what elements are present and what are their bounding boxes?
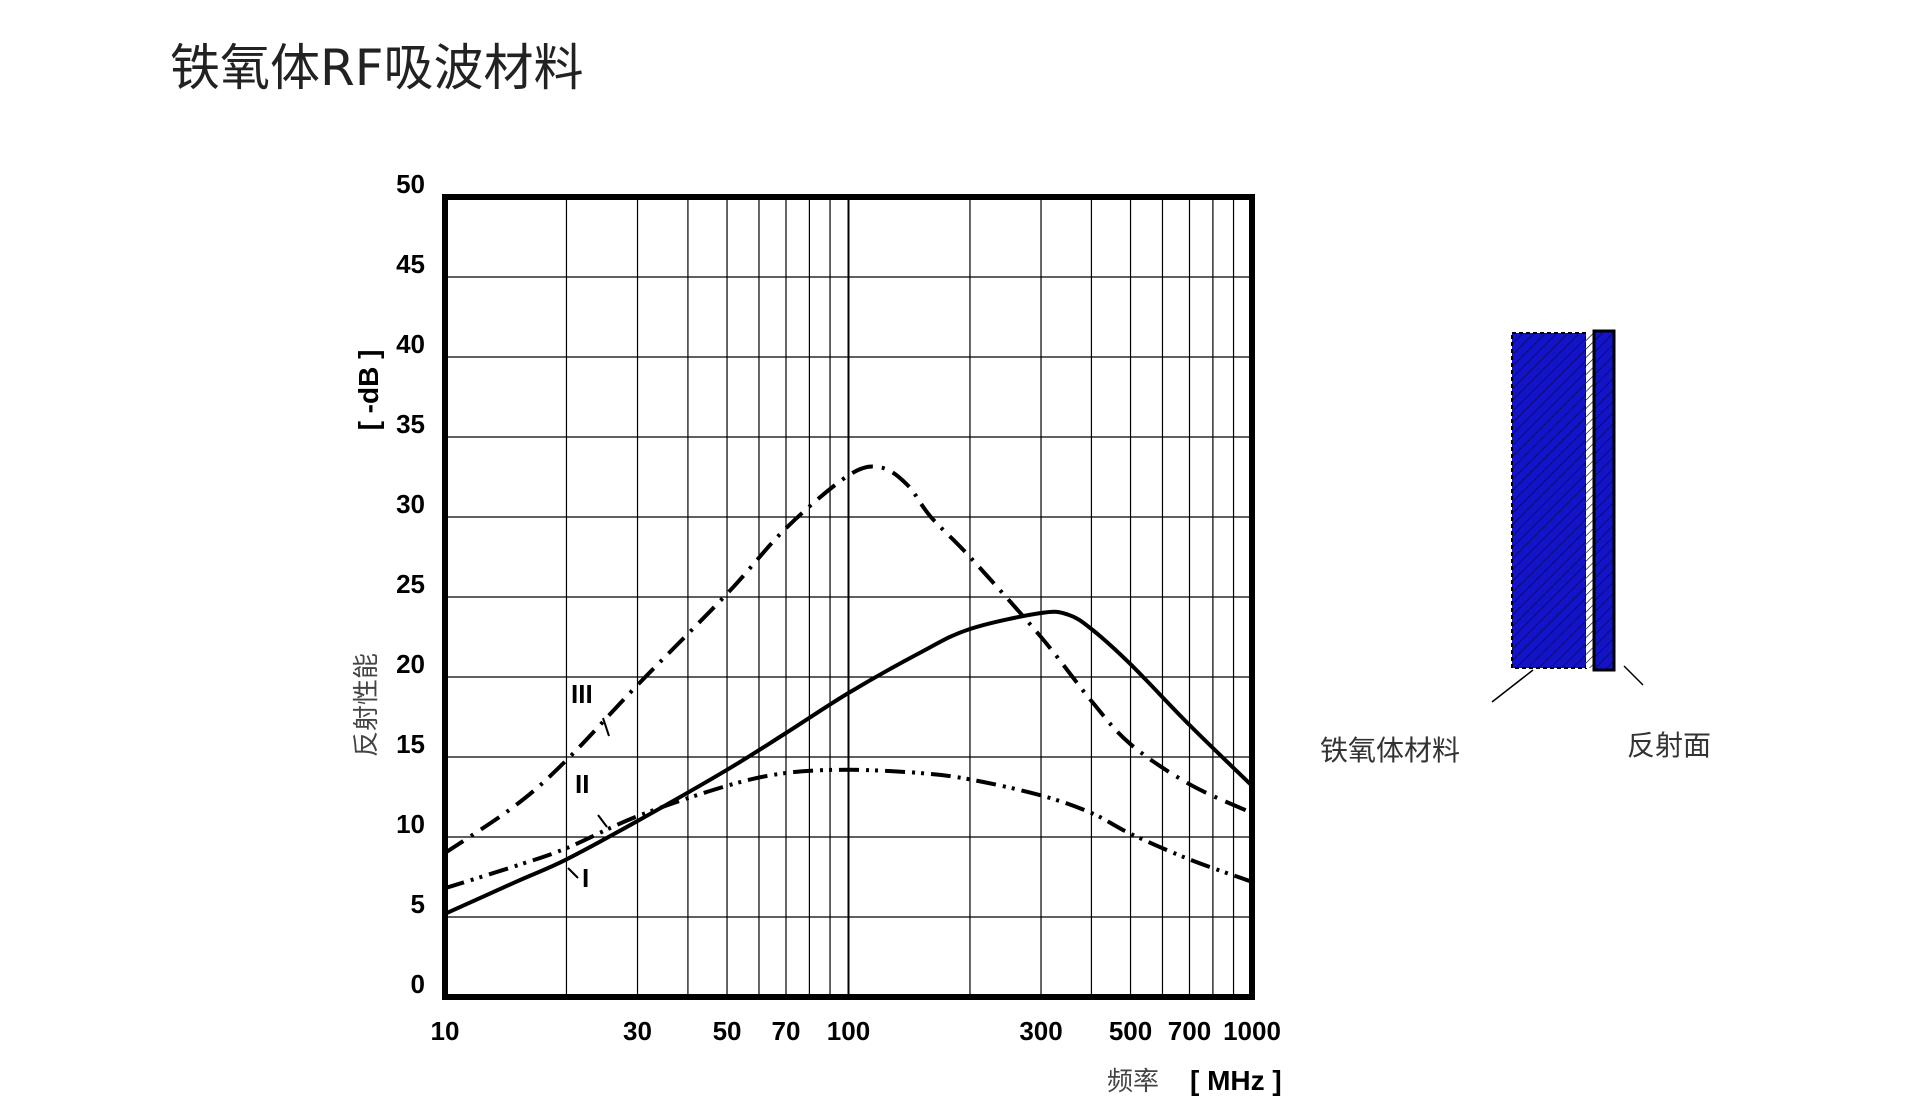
reflector-plate (1592, 329, 1616, 672)
y-tick-labels: 0 5 10 15 20 25 30 35 40 45 50 (396, 169, 425, 999)
plot-grid (445, 197, 1252, 997)
y-tick-label: 10 (396, 809, 425, 839)
slide-title: 铁氧体RF吸波材料 (170, 39, 584, 97)
x-tick-label: 100 (827, 1016, 870, 1046)
y-tick-label: 20 (396, 649, 425, 679)
series-label-II: II (575, 769, 589, 799)
x-tick-label: 700 (1168, 1016, 1211, 1046)
x-axis-unit: [ MHz ] (1190, 1065, 1282, 1096)
series-pointer-III (602, 717, 610, 737)
series-line-I (444, 609, 1254, 916)
series-line-III (443, 464, 1253, 855)
y-tick-label: 0 (411, 969, 425, 999)
y-tick-label: 5 (411, 889, 425, 919)
ferrite-label: 铁氧体材料 (1320, 734, 1460, 767)
y-tick-label: 35 (396, 409, 425, 439)
y-axis-title: 反射性能 (352, 653, 382, 757)
x-tick-label: 1000 (1223, 1016, 1281, 1046)
series-label-III: III (571, 679, 593, 709)
series-pointer-I (567, 867, 579, 879)
y-tick-label: 45 (396, 249, 425, 279)
reflector-leader-line (1623, 665, 1644, 686)
ferrite-block (1511, 332, 1587, 669)
x-tick-label: 10 (431, 1016, 460, 1046)
x-axis-title: 频率 (1107, 1067, 1159, 1097)
x-tick-label: 70 (772, 1016, 801, 1046)
x-tick-label: 500 (1109, 1016, 1152, 1046)
y-tick-label: 50 (396, 169, 425, 199)
absorber-diagram: 铁氧体材料 反射面 (1320, 329, 1711, 767)
y-tick-label: 25 (396, 569, 425, 599)
ferrite-leader-line (1491, 669, 1534, 703)
reflector-label: 反射面 (1627, 729, 1711, 762)
series-pointer-II (597, 814, 608, 828)
x-tick-label: 30 (623, 1016, 652, 1046)
y-tick-label: 15 (396, 729, 425, 759)
plot-frame (442, 194, 1255, 1000)
y-axis-unit: [ -dB ] (353, 350, 384, 431)
x-tick-labels: 10 30 50 70 100 300 500 700 1000 (431, 1016, 1281, 1046)
y-tick-label: 40 (396, 329, 425, 359)
x-tick-label: 50 (713, 1016, 742, 1046)
y-tick-label: 30 (396, 489, 425, 519)
series-layer (443, 464, 1254, 916)
gap-layer (1586, 333, 1594, 668)
x-tick-label: 300 (1019, 1016, 1062, 1046)
series-label-I: I (582, 863, 589, 893)
